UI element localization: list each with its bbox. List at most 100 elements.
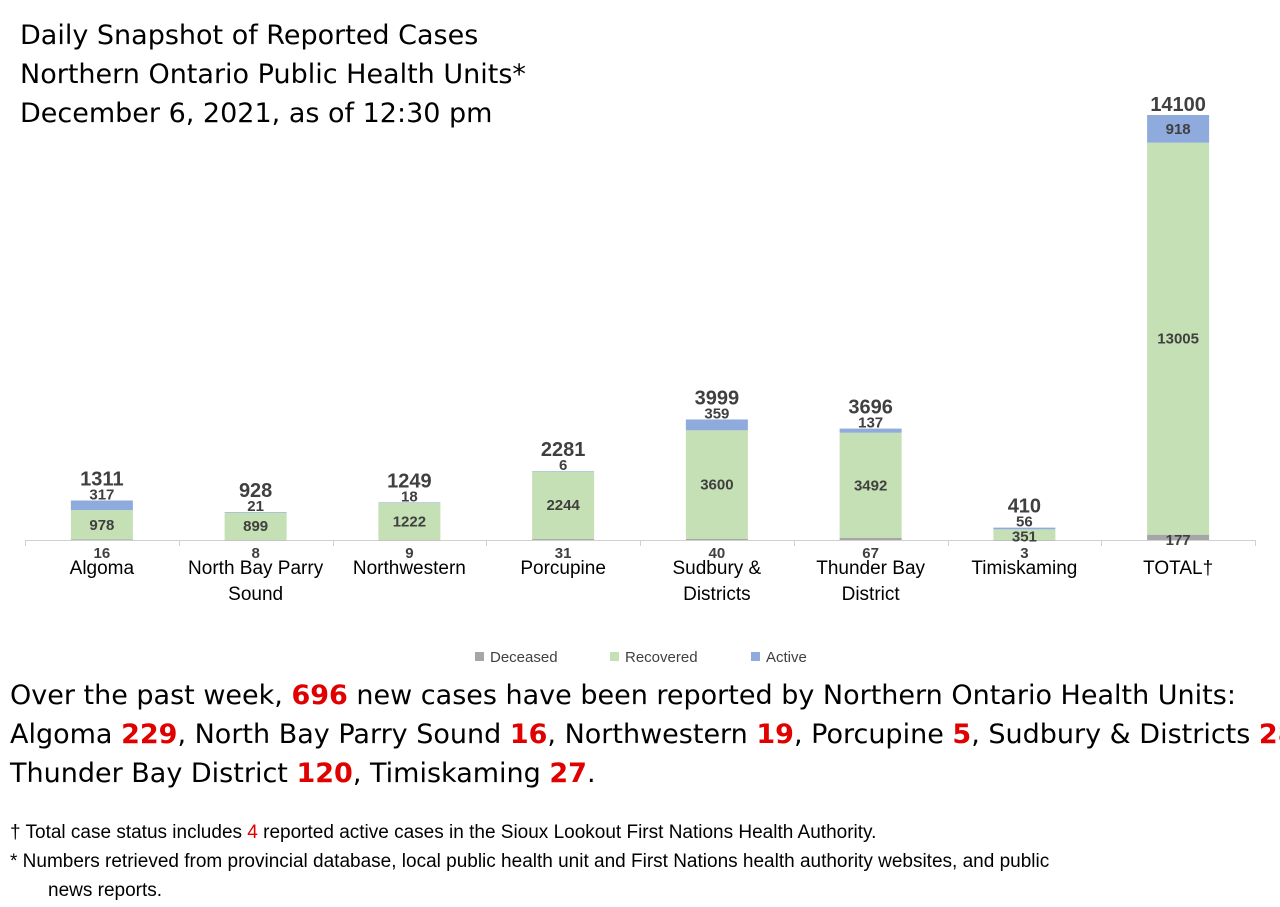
- data-label-total: 2281: [541, 439, 586, 461]
- bar-segment-deceased: [70, 539, 133, 541]
- data-label-deceased: 3: [1020, 545, 1028, 562]
- data-label-deceased: 67: [862, 545, 879, 562]
- data-label-active: 56: [1016, 514, 1033, 531]
- data-label-recovered: 2244: [546, 497, 580, 514]
- x-tick-label: North Bay Parry: [188, 558, 324, 579]
- bar-segment-active: [532, 471, 595, 472]
- summary-text: Thunder Bay District: [10, 758, 297, 789]
- bar-segment-deceased: [839, 537, 902, 540]
- bar-segment-recovered: [685, 430, 748, 539]
- chart-title: Daily Snapshot of Reported Cases Norther…: [20, 16, 526, 133]
- data-label-recovered: 1222: [393, 513, 426, 530]
- summary-number: 120: [296, 758, 353, 789]
- bar-segment-recovered: [70, 510, 133, 540]
- footnote-star: * Numbers retrieved from provincial data…: [10, 851, 1050, 872]
- legend-label: Recovered: [625, 649, 698, 666]
- title-line: Daily Snapshot of Reported Cases: [20, 20, 479, 51]
- title-line: Northern Ontario Public Health Units*: [20, 59, 526, 90]
- data-label-total: 14100: [1150, 94, 1206, 116]
- bar-segment-deceased: [1147, 534, 1210, 540]
- bar-segment-recovered: [224, 512, 287, 540]
- bar-segment-deceased: [224, 539, 287, 541]
- data-label-recovered: 351: [1012, 529, 1037, 546]
- data-label-deceased: 31: [555, 545, 572, 562]
- x-tick-label: Northwestern: [353, 558, 466, 579]
- bar-segment-recovered: [839, 432, 902, 538]
- x-tick-label: Thunder Bay: [816, 558, 925, 579]
- summary-text: , Northwestern: [547, 719, 757, 750]
- summary-number: 229: [121, 719, 178, 750]
- summary-number: 27: [549, 758, 587, 789]
- summary-text: , Porcupine: [793, 719, 953, 750]
- summary-text: new cases have been reported by Northern…: [347, 680, 1236, 711]
- data-label-active: 359: [704, 405, 729, 422]
- bar-segment-deceased: [378, 539, 441, 541]
- summary-text: , Timiskaming: [352, 758, 550, 789]
- bar-segment-active: [839, 428, 902, 433]
- title-line: December 6, 2021, as of 12:30 pm: [20, 98, 493, 129]
- x-tick-label: Sudbury &: [673, 558, 762, 579]
- summary-line-1: Over the past week, 696 new cases have b…: [10, 676, 1280, 715]
- summary-text: , North Bay Parry Sound: [177, 719, 510, 750]
- bar-segment-active: [685, 419, 748, 431]
- summary-number: 16: [509, 719, 548, 750]
- data-label-deceased: 16: [94, 545, 111, 562]
- legend-swatch: [475, 652, 484, 661]
- data-label-recovered: 3492: [854, 477, 887, 494]
- x-tick-label: Algoma: [70, 558, 135, 579]
- summary-number: 696: [291, 680, 348, 711]
- data-label-total: 410: [1008, 496, 1041, 518]
- legend-label: Active: [766, 649, 807, 666]
- data-label-recovered: 978: [89, 517, 114, 534]
- bar-segment-recovered: [532, 471, 595, 540]
- summary-number: 19: [756, 719, 794, 750]
- summary-text: Algoma: [10, 719, 122, 750]
- data-label-deceased: 40: [709, 545, 726, 562]
- data-label-deceased: 9: [405, 545, 413, 562]
- bar-segment-deceased: [685, 538, 748, 540]
- summary-text: .: [586, 758, 596, 789]
- summary-line-2: Algoma 229, North Bay Parry Sound 16, No…: [10, 715, 1280, 754]
- data-label-active: 18: [401, 488, 418, 505]
- data-label-active: 21: [247, 498, 264, 515]
- bar-segment-active: [378, 502, 441, 503]
- bar-segment-deceased: [532, 539, 595, 540]
- weekly-summary: Over the past week, 696 new cases have b…: [10, 676, 1280, 793]
- data-label-active: 918: [1166, 121, 1191, 138]
- footnote-star-continued: news reports.: [48, 880, 163, 901]
- x-tick-label: Districts: [683, 584, 751, 605]
- data-label-total: 3999: [695, 387, 740, 409]
- summary-text: Over the past week,: [10, 680, 292, 711]
- bar-segment-recovered: [378, 502, 441, 540]
- data-label-deceased: 8: [251, 545, 259, 562]
- footnotes: † Total case status includes 4 reported …: [10, 818, 1049, 905]
- data-label-total: 1249: [387, 470, 432, 492]
- bar-segment-recovered: [1147, 142, 1210, 535]
- data-label-recovered: 13005: [1157, 331, 1199, 348]
- bar-segment-deceased: [993, 539, 1056, 541]
- bar-segment-active: [224, 512, 287, 513]
- data-label-active: 137: [858, 415, 883, 432]
- footnote-dagger: † Total case status includes 4 reported …: [10, 818, 1049, 847]
- x-tick-label: District: [842, 584, 901, 605]
- x-tick-label: TOTAL†: [1143, 558, 1213, 579]
- summary-number: 280: [1258, 719, 1280, 750]
- legend-swatch: [610, 652, 619, 661]
- data-label-active: 317: [89, 486, 114, 503]
- data-label-recovered: 3600: [700, 477, 733, 494]
- summary-text: , Sudbury & Districts: [971, 719, 1259, 750]
- footnote-text: reported active cases in the Sioux Looko…: [257, 822, 877, 843]
- footnote-number: 4: [247, 822, 258, 843]
- legend-label: Deceased: [490, 649, 558, 666]
- x-tick-label: Timiskaming: [971, 558, 1077, 579]
- bar-segment-active: [70, 500, 133, 511]
- bar-segment-active: [993, 527, 1056, 530]
- data-label-total: 928: [239, 480, 272, 502]
- summary-line-3: Thunder Bay District 120, Timiskaming 27…: [10, 754, 1280, 793]
- bar-segment-active: [1147, 115, 1210, 143]
- x-tick-label: Sound: [228, 584, 283, 605]
- bar-segment-recovered: [993, 529, 1056, 540]
- footnote-text: † Total case status includes: [10, 822, 248, 843]
- data-label-recovered: 899: [243, 518, 268, 535]
